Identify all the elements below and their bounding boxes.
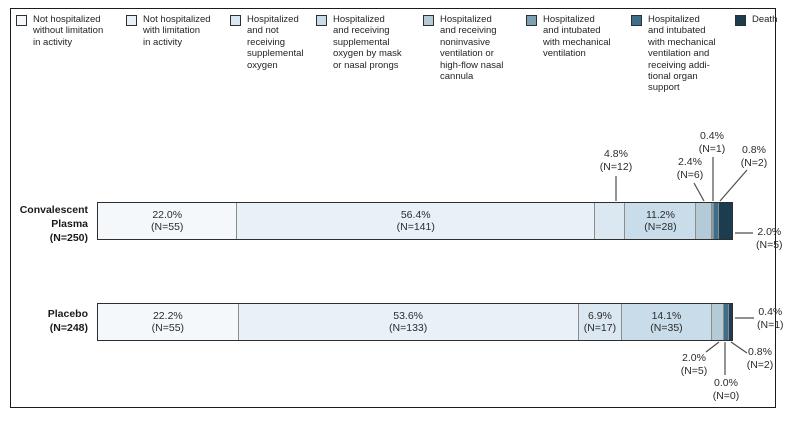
bar-segment: 22.2% (N=55) — [98, 304, 239, 340]
bar-segment: 22.0% (N=55) — [98, 203, 238, 239]
callout-placebo-0-4pct: 0.4% (N=1) — [757, 306, 784, 331]
callout-placebo-0-8pct: 0.8% (N=2) — [746, 346, 774, 371]
segment-label: 22.2% (N=55) — [151, 309, 185, 335]
legend-label: Hospitalized and intubated with mechanic… — [648, 14, 716, 94]
bar-segment: 53.6% (N=133) — [238, 304, 579, 340]
legend-label: Hospitalized and intubated with mechanic… — [543, 14, 611, 60]
legend-swatch-icon — [316, 15, 327, 26]
bar-convalescent-plasma: 22.0% (N=55) 56.4% (N=141) 11.2% (N=28) — [97, 202, 733, 240]
bar-segment: 6.9% (N=17) — [578, 304, 623, 340]
callout-plasma-0-4pct: 0.4% (N=1) — [698, 130, 726, 155]
bar-segment: 56.4% (N=141) — [237, 203, 596, 239]
segment-label: 14.1% (N=35) — [650, 309, 683, 335]
callout-placebo-2-0pct: 2.0% (N=5) — [680, 352, 708, 377]
legend-swatch-icon — [230, 15, 241, 26]
callout-placebo-0-0pct: 0.0% (N=0) — [712, 377, 740, 402]
segment-label: 22.0% (N=55) — [151, 208, 184, 234]
callout-plasma-2-4pct: 2.4% (N=6) — [676, 156, 704, 181]
segment-label: 11.2% (N=28) — [644, 208, 677, 234]
legend-swatch-icon — [735, 15, 746, 26]
legend-swatch-icon — [423, 15, 434, 26]
bar-segment — [696, 203, 712, 239]
callout-plasma-4-8pct: 4.8% (N=12) — [599, 148, 633, 173]
callout-plasma-0-8pct: 0.8% (N=2) — [740, 144, 768, 169]
legend-label: Hospitalized and receiving noninvasive v… — [440, 14, 504, 83]
legend-swatch-icon — [526, 15, 537, 26]
legend-label: Hospitalized and receiving supplemental … — [333, 14, 402, 71]
legend-label: Not hospitalized with limitation in acti… — [143, 14, 211, 48]
bar-segment — [714, 203, 720, 239]
bar-segment — [729, 304, 732, 340]
segment-label: 56.4% (N=141) — [396, 208, 435, 234]
group-label-placebo: Placebo (N=248) — [47, 308, 88, 334]
bar-placebo: 22.2% (N=55) 53.6% (N=133) 6.9% (N=17) 14.1… — [97, 303, 733, 341]
bar-segment — [724, 304, 730, 340]
legend-label: Hospitalized and not receiving supplemen… — [247, 14, 304, 71]
legend-swatch-icon — [126, 15, 137, 26]
bar-segment — [711, 203, 715, 239]
segment-label: 53.6% (N=133) — [389, 309, 428, 335]
bar-segment — [719, 203, 732, 239]
legend-swatch-icon — [631, 15, 642, 26]
legend-label: Death — [752, 14, 778, 25]
bar-segment: 11.2% (N=28) — [625, 203, 697, 239]
callout-plasma-2-0pct: 2.0% (N=5) — [756, 226, 783, 251]
bar-segment — [595, 203, 626, 239]
legend-label: Not hospitalized without limitation in a… — [33, 14, 104, 48]
segment-label: 6.9% (N=17) — [583, 309, 617, 335]
group-label-convalescent-plasma: Convalescent Plasma (N=250) — [19, 204, 88, 244]
bar-segment — [711, 304, 725, 340]
legend-swatch-icon — [16, 15, 27, 26]
bar-segment: 14.1% (N=35) — [622, 304, 712, 340]
